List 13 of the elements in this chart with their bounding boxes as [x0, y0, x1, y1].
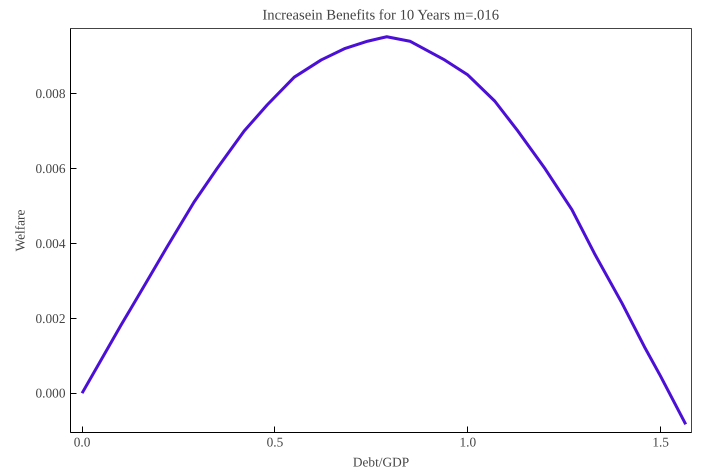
x-tick-label: 1.0	[459, 434, 476, 450]
y-tick-label: 0.008	[36, 86, 66, 102]
line-series	[80, 35, 688, 426]
x-tick-label: 0.0	[74, 434, 91, 450]
chart-title: Increasein Benefits for 10 Years m=.016	[262, 8, 500, 24]
y-tick-label: 0.004	[36, 236, 66, 251]
x-tick-label: 1.5	[652, 434, 670, 450]
y-axis-title: Welfare	[12, 209, 28, 252]
y-tick-label: 0.002	[36, 310, 66, 326]
x-tick-label: 0.5	[266, 434, 284, 450]
y-tick-label: 0.000	[36, 386, 66, 401]
x-axis-title: Debt/GDP	[352, 454, 410, 470]
y-tick-label: 0.006	[36, 161, 66, 176]
